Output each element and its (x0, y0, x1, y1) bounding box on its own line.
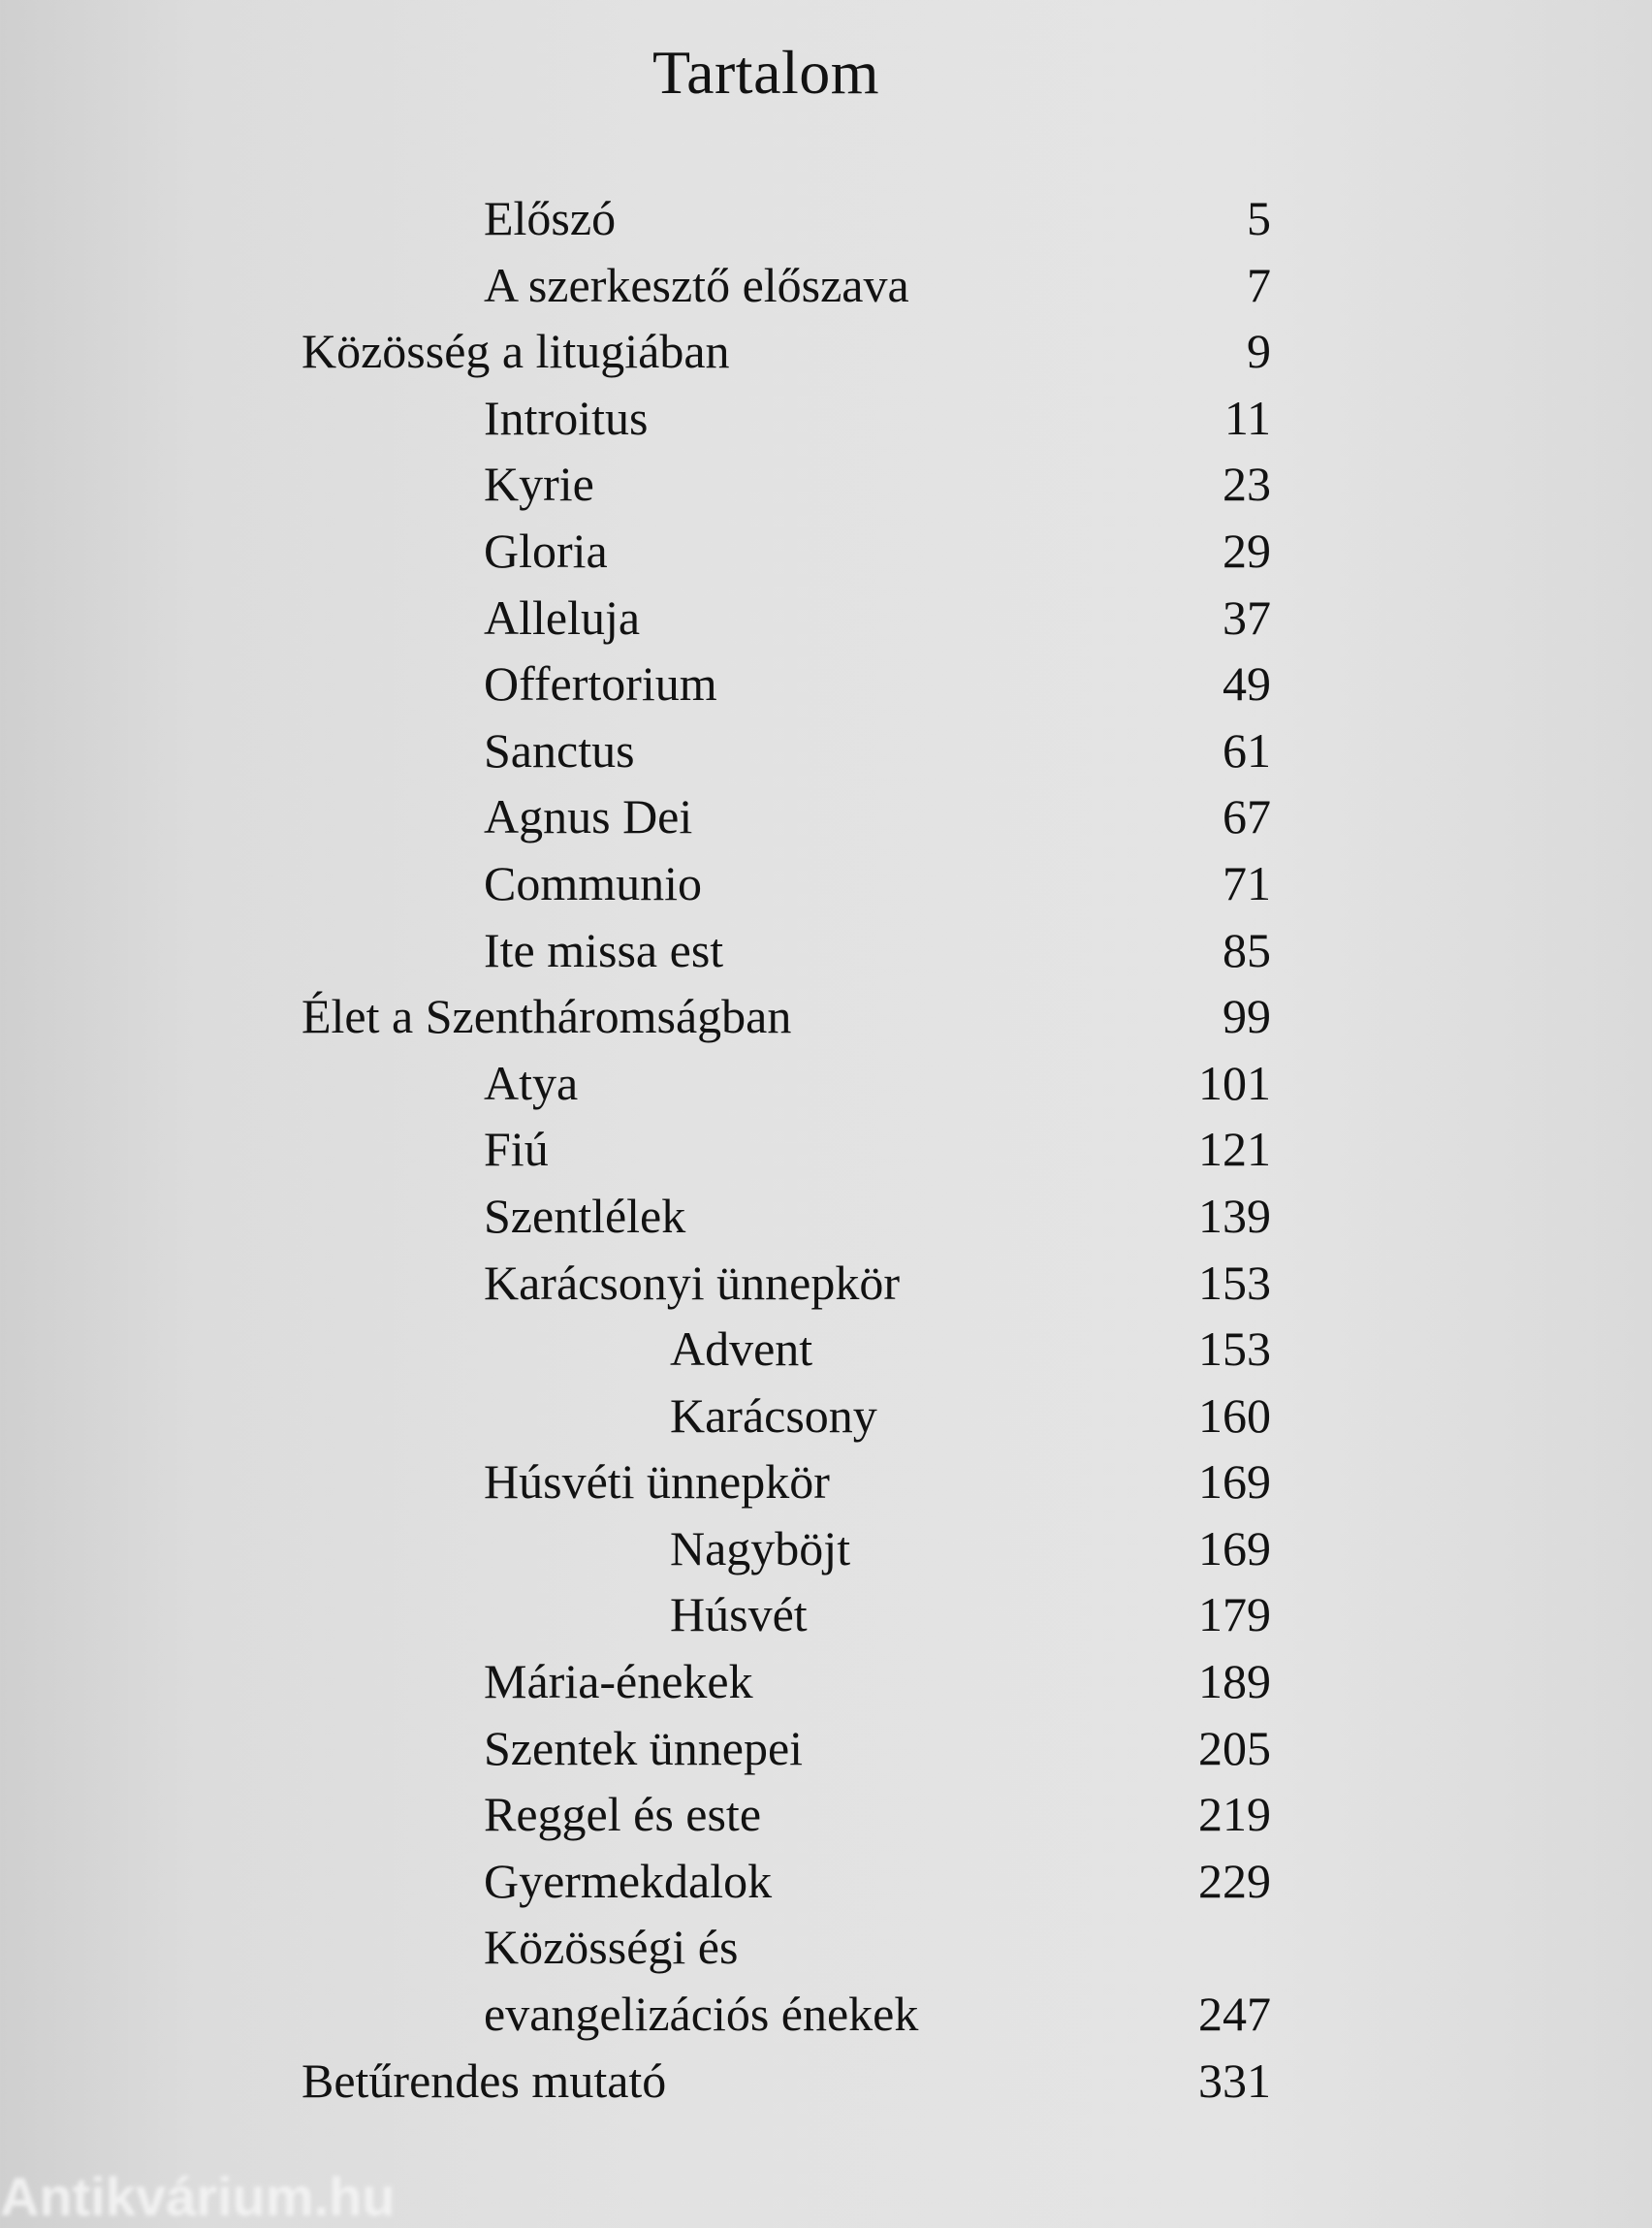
toc-entry: Közösség a litugiában 9 (0, 318, 1652, 385)
toc-entry: Mária-énekek 189 (0, 1648, 1652, 1715)
toc-entry-title: Nagyböjt (670, 1520, 851, 1576)
toc-entry: Atya 101 (0, 1050, 1652, 1117)
toc-entry-page: 189 (1198, 1654, 1271, 1709)
toc-entry-title: Gyermekdalok (484, 1853, 773, 1908)
toc-entry: Karácsony 160 (0, 1383, 1652, 1449)
toc-entry: Ite missa est 85 (0, 917, 1652, 984)
toc-entry-title: Agnus Dei (484, 789, 693, 844)
toc-entry-page: 5 (1247, 191, 1271, 245)
toc-entry: Communio 71 (0, 850, 1652, 917)
toc-entry-page: 121 (1198, 1122, 1271, 1177)
toc-entry: Alleluja 37 (0, 585, 1652, 652)
toc-entry-page: 85 (1223, 922, 1271, 977)
toc-entry-title: Gloria (484, 523, 608, 578)
watermark: Antikvárium.hu (0, 2166, 396, 2227)
toc-entry: Reggel és este 219 (0, 1781, 1652, 1848)
toc-entry-page: 99 (1223, 989, 1271, 1044)
toc-entry-title: Előszó (484, 191, 617, 245)
toc-entry-title: Fiú (484, 1122, 549, 1177)
toc-entry: Húsvéti ünnepkör 169 (0, 1448, 1652, 1515)
toc-entry-title: Sanctus (484, 722, 635, 778)
toc-entry-page: 153 (1198, 1321, 1271, 1377)
toc-entry-page: 101 (1198, 1055, 1271, 1110)
toc-entry-page: 61 (1223, 722, 1271, 778)
toc-entry: Karácsonyi ünnepkör 153 (0, 1250, 1652, 1317)
toc-entry-title: Húsvéti ünnepkör (484, 1454, 830, 1510)
toc-entry: Közösségi és (0, 1914, 1652, 1981)
toc-entry-page: 205 (1198, 1720, 1271, 1775)
toc-entry: Élet a Szentháromságban 99 (0, 983, 1652, 1050)
toc-entry-title: Karácsony (670, 1387, 877, 1443)
toc-entry-title: Élet a Szentháromságban (302, 989, 792, 1044)
toc-entry-title: Közösségi és (484, 1920, 739, 1975)
table-of-contents: Előszó 5 A szerkesztő előszava 7 Közösség a … (0, 185, 1652, 2114)
toc-entry: Introitus 11 (0, 385, 1652, 452)
toc-entry-title: Mária-énekek (484, 1654, 753, 1709)
toc-entry-title: Introitus (484, 390, 649, 445)
toc-entry-page: 29 (1223, 523, 1271, 578)
toc-entry: Fiú 121 (0, 1116, 1652, 1183)
toc-entry-page: 247 (1198, 1987, 1271, 2042)
toc-entry: Húsvét 179 (0, 1581, 1652, 1648)
toc-entry-title: Offertorium (484, 656, 717, 712)
toc-entry-page: 71 (1223, 855, 1271, 910)
toc-entry-title: Szentek ünnepei (484, 1720, 804, 1775)
toc-entry-title: Karácsonyi ünnepkör (484, 1255, 901, 1310)
toc-entry: Sanctus 61 (0, 717, 1652, 784)
toc-entry: Gloria 29 (0, 518, 1652, 585)
toc-entry-title: Szentlélek (484, 1188, 686, 1243)
toc-entry-page: 23 (1223, 457, 1271, 512)
toc-entry-page: 153 (1198, 1255, 1271, 1310)
toc-entry: Szentlélek 139 (0, 1183, 1652, 1250)
toc-entry: Agnus Dei 67 (0, 783, 1652, 850)
toc-entry-page: 11 (1223, 390, 1271, 445)
toc-entry-title: Betűrendes mutató (302, 2053, 667, 2108)
toc-entry: Nagyböjt 169 (0, 1515, 1652, 1582)
toc-entry-page: 160 (1198, 1387, 1271, 1443)
toc-entry-page: 7 (1247, 257, 1271, 312)
toc-entry-title: Ite missa est (484, 922, 724, 977)
toc-entry-title: Reggel és este (484, 1787, 762, 1842)
toc-entry-page: 229 (1198, 1853, 1271, 1908)
toc-entry-page: 67 (1223, 789, 1271, 844)
toc-entry-title: Közösség a litugiában (302, 324, 730, 379)
toc-entry: Szentek ünnepei 205 (0, 1715, 1652, 1782)
toc-entry-page: 49 (1223, 656, 1271, 712)
page-title: Tartalom (651, 38, 880, 107)
toc-entry-page: 139 (1198, 1188, 1271, 1243)
toc-entry-page: 37 (1223, 589, 1271, 645)
toc-entry-title: Alleluja (484, 589, 641, 645)
toc-entry: Offertorium 49 (0, 651, 1652, 717)
toc-entry-page: 179 (1198, 1587, 1271, 1642)
toc-entry: Kyrie 23 (0, 451, 1652, 518)
toc-entry-page: 219 (1198, 1787, 1271, 1842)
toc-entry-page: 9 (1247, 324, 1271, 379)
toc-entry-title: Advent (670, 1321, 813, 1377)
toc-entry-page: 169 (1198, 1454, 1271, 1510)
toc-entry-title: Communio (484, 855, 703, 910)
toc-entry: Előszó 5 (0, 185, 1652, 252)
toc-entry-title: Atya (484, 1055, 579, 1110)
toc-entry-page: 169 (1198, 1520, 1271, 1576)
toc-entry: Gyermekdalok 229 (0, 1848, 1652, 1915)
toc-entry-title: Kyrie (484, 457, 594, 512)
toc-entry-page: 331 (1198, 2053, 1271, 2108)
toc-entry: evangelizációs énekek 247 (0, 1981, 1652, 2048)
toc-entry-title: Húsvét (670, 1587, 808, 1642)
toc-entry: Betűrendes mutató 331 (0, 2048, 1652, 2115)
toc-entry: A szerkesztő előszava 7 (0, 252, 1652, 319)
toc-entry-title: A szerkesztő előszava (484, 257, 909, 312)
toc-entry-title: evangelizációs énekek (484, 1987, 919, 2042)
toc-entry: Advent 153 (0, 1316, 1652, 1383)
